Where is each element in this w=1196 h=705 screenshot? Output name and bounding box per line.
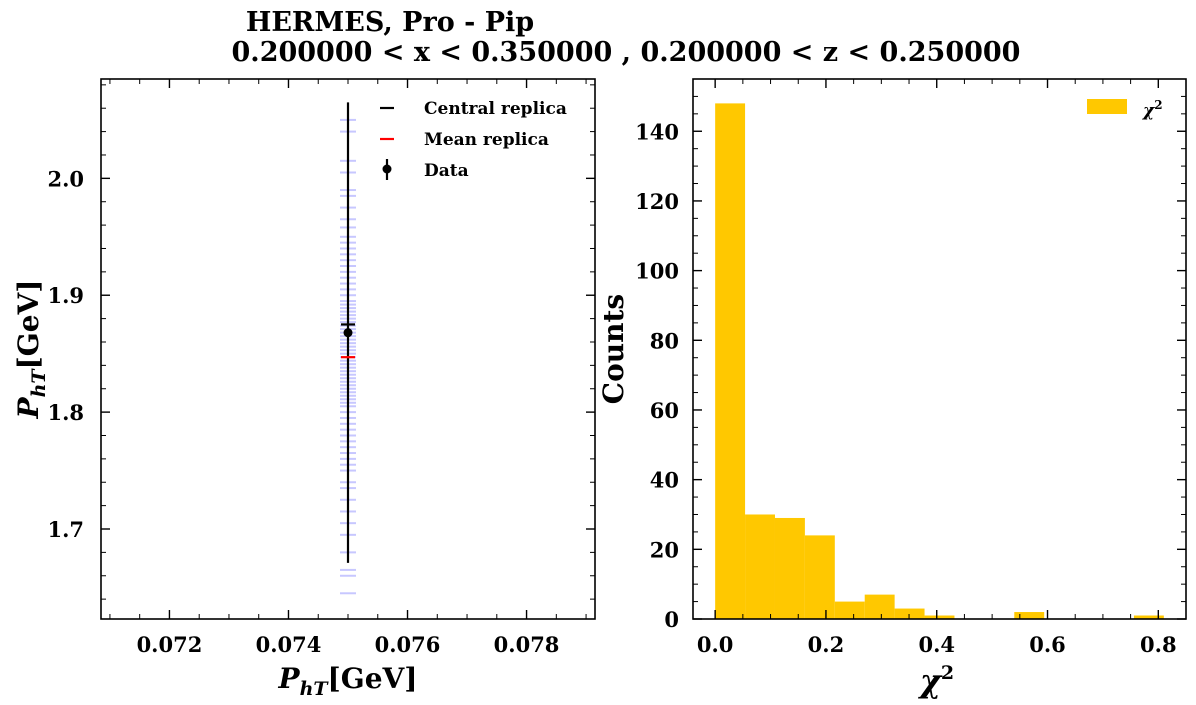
histogram-bar xyxy=(715,103,746,620)
y-tick-label: 1.9 xyxy=(47,283,84,308)
y-tick-label: 140 xyxy=(635,119,679,144)
histogram-bar xyxy=(804,535,835,619)
y-tick-label: 1.7 xyxy=(47,517,84,542)
y-tick-label: 120 xyxy=(635,189,679,214)
y-tick-label: 80 xyxy=(650,328,679,353)
x-tick-label: 0.074 xyxy=(256,632,322,657)
legend-data-marker xyxy=(382,164,392,174)
x-tick-label: 0.6 xyxy=(1029,632,1066,657)
y-tick-label: 40 xyxy=(650,468,679,493)
figure-title-line2: 0.200000 < x < 0.350000 , 0.200000 < z <… xyxy=(232,37,1021,68)
y-tick-label: 1.8 xyxy=(47,400,84,425)
histogram-bars xyxy=(715,103,1164,620)
x-tick-label: 0.8 xyxy=(1140,632,1177,657)
left-xlabel: PhT[GeV] xyxy=(278,662,418,700)
x-tick-label: 0.4 xyxy=(918,632,955,657)
left-marks xyxy=(341,102,355,563)
x-tick-label: 0.0 xyxy=(697,632,734,657)
right-axes-frame xyxy=(692,78,1187,620)
data-point xyxy=(343,328,353,338)
legend-chi2-swatch xyxy=(1087,99,1127,114)
histogram-bar xyxy=(1133,615,1164,619)
histogram-bar xyxy=(745,514,775,619)
right-legend: χ2 xyxy=(1087,98,1163,121)
histogram-bar xyxy=(924,615,955,619)
left-ticks: 0.072 0.074 0.076 0.078 1.7 1.8 1.9 2.0 xyxy=(47,79,595,657)
y-tick-label: 60 xyxy=(650,398,679,423)
right-ticks: 0.0 0.2 0.4 0.6 0.8 0 20 40 60 80 100 120 140 xyxy=(635,78,1187,657)
left-ylabel: PhT[GeV] xyxy=(12,280,50,420)
figure-title-line1: HERMES, Pro - Pip xyxy=(246,7,534,38)
left-legend: Central replica Mean replica Data xyxy=(380,99,567,181)
histogram-bar xyxy=(894,608,925,619)
x-tick-label: 0.078 xyxy=(494,632,560,657)
legend-chi2-label: χ2 xyxy=(1142,98,1163,121)
histogram-bar xyxy=(834,601,865,619)
right-xlabel: χ2 xyxy=(918,662,954,700)
right-ylabel: Counts xyxy=(597,294,630,404)
legend-mean-label: Mean replica xyxy=(424,130,549,150)
legend-central-label: Central replica xyxy=(424,99,567,119)
x-tick-label: 0.2 xyxy=(808,632,845,657)
x-tick-label: 0.072 xyxy=(137,632,203,657)
legend-data-label: Data xyxy=(424,161,469,181)
y-tick-label: 100 xyxy=(635,259,679,284)
histogram-bar xyxy=(774,517,805,619)
histogram-bar xyxy=(1014,612,1045,619)
x-tick-label: 0.076 xyxy=(375,632,441,657)
y-tick-label: 0 xyxy=(664,607,679,632)
left-scatter-panel: 0.072 0.074 0.076 0.078 1.7 1.8 1.9 2.0 Central… xyxy=(12,78,596,700)
y-tick-label: 2.0 xyxy=(47,166,84,191)
histogram-bar xyxy=(864,594,895,619)
y-tick-label: 20 xyxy=(650,537,679,562)
